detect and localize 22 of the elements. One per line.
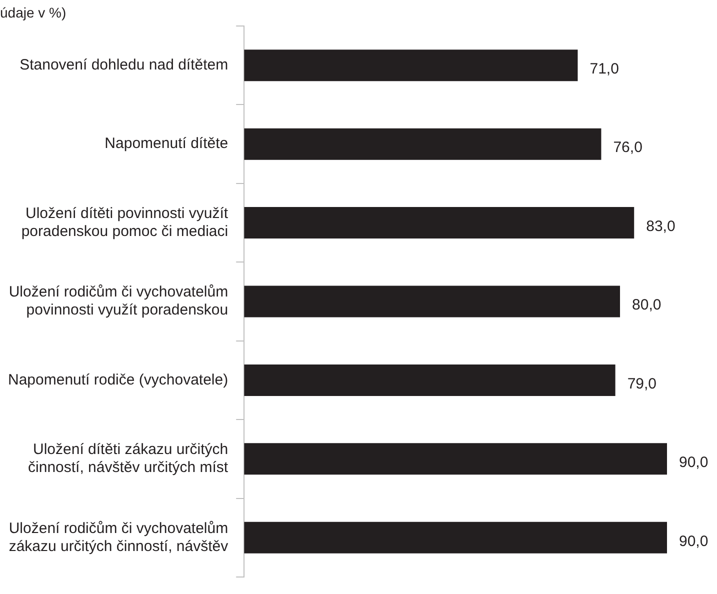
bar	[244, 364, 616, 396]
y-tick-label: Uložení rodičům či vychovatelům povinnosti využít poradenskou	[8, 284, 228, 319]
y-tick-label: Uložení dítěti zákazu určitých činností, návštěv určitých míst	[28, 441, 229, 476]
y-tick-label: Uložení dítěti povinnosti využít poradenskou pomoc či mediaci	[21, 204, 229, 240]
data-label: 76,0	[613, 139, 642, 156]
text: údaje v %)	[0, 4, 66, 20]
bar	[244, 443, 667, 475]
data-label: 83,0	[646, 218, 676, 235]
y-tick-label: Uložení rodičům či vychovatelům zákazu určitých činností, návštěv	[8, 520, 229, 555]
y-tick-label: Stanovení dohledu nad dítětem	[20, 56, 228, 74]
bar	[244, 50, 578, 82]
data-label: 79,0	[627, 375, 657, 392]
bar	[244, 286, 620, 318]
y-tick-label: Napomenutí rodiče (vychovatele)	[8, 371, 228, 388]
bar	[244, 128, 602, 160]
data-label: 80,0	[632, 296, 662, 314]
data-label: 90,0	[679, 532, 708, 550]
y-tick-label: Napomenutí dítěte	[104, 135, 228, 152]
bar	[244, 207, 634, 239]
data-label: 90,0	[679, 454, 708, 472]
data-label: 71,0	[590, 60, 619, 78]
bar	[244, 522, 667, 554]
